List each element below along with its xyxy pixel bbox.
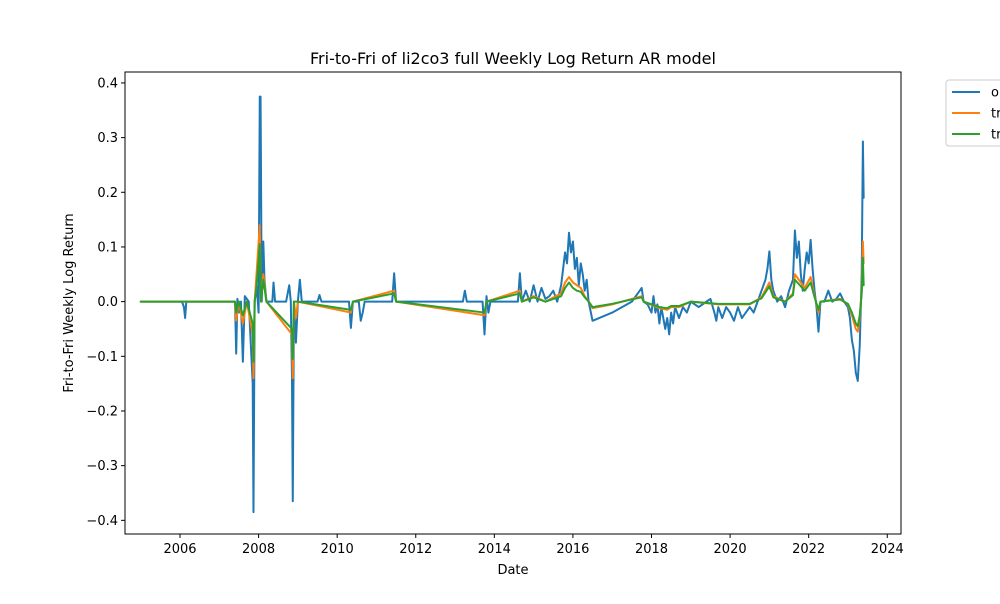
legend-label-2: tr [991, 128, 1000, 143]
y-tick-label: 0.1 [97, 240, 118, 255]
y-tick-label: 0.2 [97, 186, 118, 201]
x-axis: 2006 2008 2010 2012 2014 2016 2018 2020 2022 2024 [163, 534, 904, 557]
chart-title: Fri-to-Fri of li2co3 full Weekly Log Ret… [310, 49, 716, 68]
x-tick-label: 2014 [478, 542, 511, 557]
y-tick-label: 0.4 [97, 76, 118, 91]
y-tick-label: −0.1 [86, 350, 118, 365]
y-tick-label: 0.3 [97, 131, 118, 146]
y-axis: −0.4 −0.3 −0.2 −0.1 0.0 0.1 0.2 0.3 0.4 [86, 76, 125, 529]
x-axis-label: Date [497, 563, 528, 578]
x-tick-label: 2020 [714, 542, 747, 557]
x-tick-label: 2016 [556, 542, 589, 557]
legend: ol tr tr [945, 79, 1000, 147]
x-tick-label: 2010 [321, 542, 354, 557]
legend-label-1: tr [991, 107, 1000, 122]
series-line-0 [139, 95, 865, 514]
y-axis-label: Fri-to-Fri Weekly Log Return [62, 213, 77, 392]
y-tick-label: −0.2 [86, 404, 118, 419]
x-tick-label: 2006 [163, 542, 196, 557]
x-tick-label: 2022 [792, 542, 825, 557]
series-line-2 [139, 243, 865, 363]
x-tick-label: 2018 [635, 542, 668, 557]
legend-label-0: ol [991, 86, 1000, 101]
x-tick-label: 2008 [242, 542, 275, 557]
x-tick-label: 2024 [871, 542, 904, 557]
y-tick-label: −0.3 [86, 459, 118, 474]
plot-frame [124, 71, 902, 535]
series-layer [139, 95, 865, 514]
x-tick-label: 2012 [399, 542, 432, 557]
y-tick-label: −0.4 [86, 514, 118, 529]
y-tick-label: 0.0 [97, 295, 118, 310]
